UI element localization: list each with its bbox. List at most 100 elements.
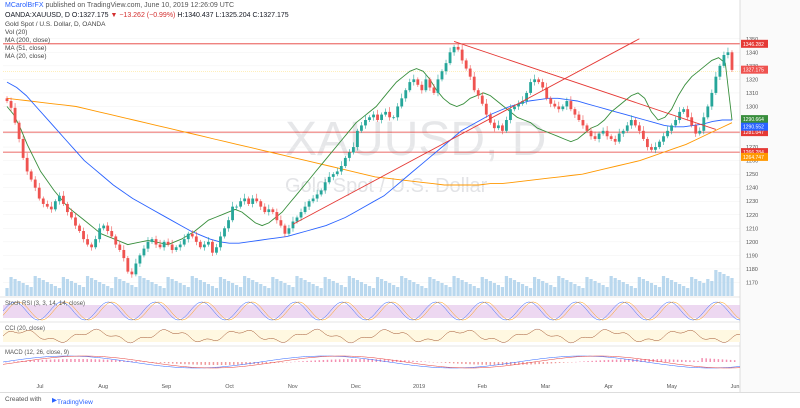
macd-histogram-bar xyxy=(82,359,84,362)
candle-body xyxy=(30,171,33,179)
tradingview-logo-link[interactable]: ▶ TradingView xyxy=(52,396,57,404)
candle-body xyxy=(110,231,113,236)
candle-body xyxy=(441,71,444,79)
volume-bar xyxy=(74,283,77,296)
candle-body xyxy=(505,120,508,131)
candle-body xyxy=(485,104,488,115)
candle-body xyxy=(449,52,452,63)
macd-histogram-bar xyxy=(327,360,329,362)
candle-body xyxy=(598,134,601,139)
candle-body xyxy=(175,247,178,250)
macd-histogram-bar xyxy=(608,360,610,362)
candle-body xyxy=(336,171,339,174)
author-link[interactable]: MCarolBrFX xyxy=(5,2,44,9)
candle-body xyxy=(344,158,347,166)
volume-bar xyxy=(525,286,528,296)
legend-ma200[interactable]: MA (200, close) xyxy=(5,37,50,44)
macd-histogram-bar xyxy=(91,359,93,362)
volume-bar xyxy=(465,282,468,296)
macd-histogram-bar xyxy=(453,362,455,363)
candle-body xyxy=(151,239,154,242)
candle-body xyxy=(130,272,133,275)
candle-body xyxy=(118,245,121,250)
volume-bar xyxy=(9,277,12,296)
volume-bar xyxy=(316,286,319,296)
candle-body xyxy=(642,131,645,139)
candle-body xyxy=(578,115,581,120)
volume-bar xyxy=(722,274,725,296)
volume-bar xyxy=(533,277,536,296)
macd-histogram-bar xyxy=(685,360,687,362)
macd-histogram-bar xyxy=(278,362,280,363)
candle-body xyxy=(126,258,129,272)
volume-bar xyxy=(521,284,524,296)
candle-body xyxy=(320,190,323,194)
volume-bar xyxy=(26,285,29,296)
candle-body xyxy=(404,90,407,98)
volume-bar xyxy=(545,283,548,296)
candle-body xyxy=(501,125,504,130)
candle-body xyxy=(231,207,234,221)
macd-histogram-bar xyxy=(103,360,105,362)
candle-body xyxy=(549,98,552,103)
volume-bar xyxy=(320,288,323,296)
candle-body xyxy=(706,106,709,117)
candle-body xyxy=(279,220,282,225)
candle-body xyxy=(243,199,246,202)
candle-body xyxy=(324,182,327,190)
volume-bar xyxy=(601,285,604,296)
volume-bar xyxy=(90,278,93,296)
volume-bar xyxy=(348,276,351,296)
candle-body xyxy=(86,239,89,244)
candle-body xyxy=(372,115,375,118)
macd-histogram-bar xyxy=(217,362,219,365)
candle-body xyxy=(251,199,254,204)
candle-body xyxy=(34,180,37,188)
candle-body xyxy=(437,79,440,93)
cci-legend[interactable]: CCI (20, close) xyxy=(5,326,45,332)
volume-bar xyxy=(203,282,206,296)
candle-body xyxy=(356,131,359,147)
candle-body xyxy=(678,112,681,120)
volume-bar xyxy=(247,278,250,296)
candle-body xyxy=(215,247,218,252)
candle-body xyxy=(497,125,500,128)
candle-body xyxy=(368,117,371,120)
volume-bar xyxy=(444,285,447,296)
candle-body xyxy=(167,242,170,245)
stoch-legend[interactable]: Stoch RSI (3, 3, 14, 14, close) xyxy=(5,301,85,307)
y-tick-label: 1310 xyxy=(746,91,758,97)
candle-body xyxy=(714,77,717,93)
volume-bar xyxy=(267,288,270,296)
legend-ma20[interactable]: MA (20, close) xyxy=(5,53,47,60)
volume-bar xyxy=(150,282,153,296)
macd-histogram-bar xyxy=(58,359,60,362)
macd-histogram-bar xyxy=(559,362,561,363)
candle-body xyxy=(561,106,564,109)
x-tick-label: 2019 xyxy=(413,384,425,390)
volume-bar xyxy=(662,276,665,296)
legend-ma51[interactable]: MA (51, close) xyxy=(5,45,47,52)
volume-bar xyxy=(581,288,584,296)
volume-bar xyxy=(283,283,286,296)
macd-legend[interactable]: MACD (12, 26, close, 9) xyxy=(5,350,69,356)
y-tick-label: 1250 xyxy=(746,172,758,178)
volume-bar xyxy=(291,287,294,296)
volume-bar xyxy=(694,279,697,296)
candle-body xyxy=(78,226,81,231)
macd-histogram-bar xyxy=(551,362,553,363)
volume-bar xyxy=(678,284,681,296)
volume-bar xyxy=(477,288,480,296)
candle-body xyxy=(300,212,303,217)
volume-bar xyxy=(557,276,560,296)
legend-vol[interactable]: Vol (20) xyxy=(5,29,27,36)
candle-body xyxy=(670,125,673,130)
volume-bar xyxy=(62,277,65,296)
volume-bar xyxy=(50,284,53,296)
volume-bar xyxy=(622,282,625,296)
candle-body xyxy=(388,112,391,117)
volume-bar xyxy=(30,287,33,296)
macd-histogram-bar xyxy=(555,362,557,363)
macd-histogram-bar xyxy=(74,359,76,362)
volume-bar xyxy=(553,287,556,296)
